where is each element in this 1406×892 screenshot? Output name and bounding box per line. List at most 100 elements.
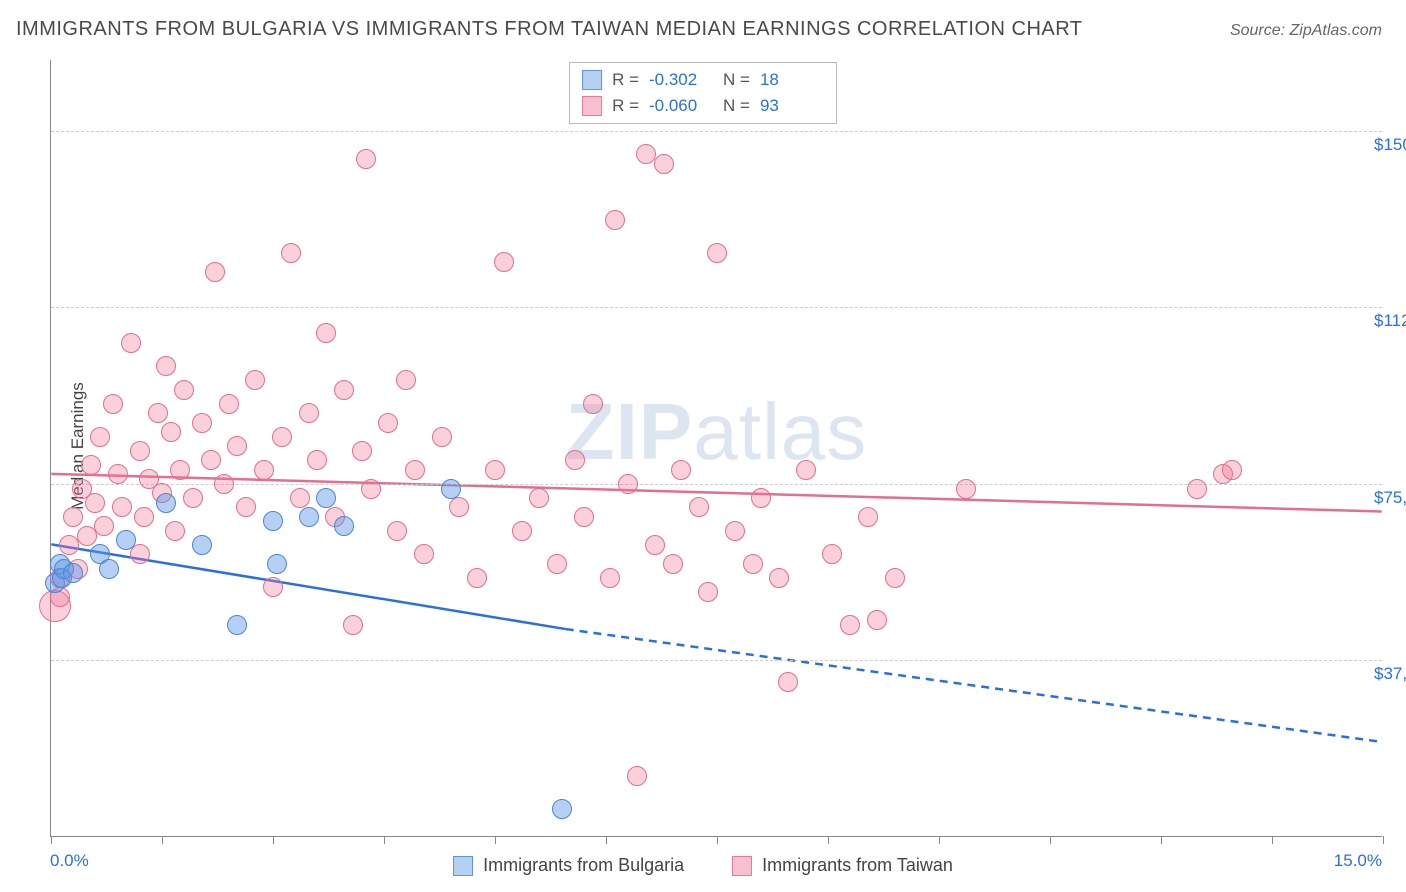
- data-point: [316, 488, 336, 508]
- data-point: [77, 526, 97, 546]
- source-attribution: Source: ZipAtlas.com: [1230, 22, 1382, 40]
- data-point: [352, 441, 372, 461]
- data-point: [689, 497, 709, 517]
- data-point: [263, 511, 283, 531]
- data-point: [698, 582, 718, 602]
- x-tick: [828, 836, 829, 844]
- data-point: [565, 450, 585, 470]
- data-point: [840, 615, 860, 635]
- data-point: [485, 460, 505, 480]
- data-point: [192, 413, 212, 433]
- data-point: [627, 766, 647, 786]
- data-point: [281, 243, 301, 263]
- data-point: [618, 474, 638, 494]
- data-point: [156, 356, 176, 376]
- data-point: [743, 554, 763, 574]
- data-point: [1222, 460, 1242, 480]
- data-point: [130, 441, 150, 461]
- data-point: [1187, 479, 1207, 499]
- x-tick: [1161, 836, 1162, 844]
- data-point: [81, 455, 101, 475]
- data-point: [494, 252, 514, 272]
- data-point: [600, 568, 620, 588]
- data-point: [449, 497, 469, 517]
- x-tick: [495, 836, 496, 844]
- data-point: [529, 488, 549, 508]
- data-point: [59, 535, 79, 555]
- data-point: [414, 544, 434, 564]
- data-point: [263, 577, 283, 597]
- x-tick: [384, 836, 385, 844]
- trendlines-svg: [51, 60, 1382, 836]
- x-tick: [717, 836, 718, 844]
- watermark: ZIPatlas: [566, 386, 867, 478]
- data-point: [378, 413, 398, 433]
- data-point: [174, 380, 194, 400]
- data-point: [227, 436, 247, 456]
- data-point: [769, 568, 789, 588]
- data-point: [663, 554, 683, 574]
- x-axis-max-label: 15.0%: [1334, 851, 1382, 871]
- data-point: [205, 262, 225, 282]
- x-tick: [606, 836, 607, 844]
- data-point: [219, 394, 239, 414]
- data-point: [796, 460, 816, 480]
- data-point: [227, 615, 247, 635]
- data-point: [272, 427, 292, 447]
- data-point: [307, 450, 327, 470]
- stats-row-taiwan: R = -0.060 N = 93: [582, 93, 824, 119]
- r-value-bulgaria: -0.302: [649, 70, 713, 90]
- data-point: [334, 380, 354, 400]
- data-point: [396, 370, 416, 390]
- chart-container: IMMIGRANTS FROM BULGARIA VS IMMIGRANTS F…: [0, 0, 1406, 892]
- swatch-bulgaria: [453, 856, 473, 876]
- y-tick-label: $112,500: [1374, 311, 1406, 331]
- legend-item-taiwan: Immigrants from Taiwan: [732, 855, 953, 876]
- swatch-taiwan: [732, 856, 752, 876]
- data-point: [778, 672, 798, 692]
- data-point: [574, 507, 594, 527]
- gridline-h: [51, 307, 1382, 308]
- data-point: [85, 493, 105, 513]
- data-point: [334, 516, 354, 536]
- data-point: [822, 544, 842, 564]
- data-point: [121, 333, 141, 353]
- data-point: [236, 497, 256, 517]
- data-point: [90, 427, 110, 447]
- data-point: [245, 370, 265, 390]
- data-point: [645, 535, 665, 555]
- legend-label-taiwan: Immigrants from Taiwan: [762, 855, 953, 876]
- data-point: [267, 554, 287, 574]
- data-point: [858, 507, 878, 527]
- data-point: [547, 554, 567, 574]
- data-point: [583, 394, 603, 414]
- gridline-h: [51, 131, 1382, 132]
- x-tick: [939, 836, 940, 844]
- data-point: [161, 422, 181, 442]
- data-point: [361, 479, 381, 499]
- data-point: [405, 460, 425, 480]
- x-tick: [51, 836, 52, 844]
- x-tick: [162, 836, 163, 844]
- data-point: [467, 568, 487, 588]
- stats-legend: R = -0.302 N = 18 R = -0.060 N = 93: [569, 62, 837, 124]
- data-point: [63, 563, 83, 583]
- data-point: [725, 521, 745, 541]
- data-point: [441, 479, 461, 499]
- data-point: [867, 610, 887, 630]
- data-point: [387, 521, 407, 541]
- x-tick: [1050, 836, 1051, 844]
- data-point: [290, 488, 310, 508]
- gridline-h: [51, 484, 1382, 485]
- data-point: [956, 479, 976, 499]
- data-point: [116, 530, 136, 550]
- data-point: [183, 488, 203, 508]
- data-point: [192, 535, 212, 555]
- gridline-h: [51, 660, 1382, 661]
- data-point: [432, 427, 452, 447]
- r-label: R =: [612, 96, 639, 116]
- data-point: [103, 394, 123, 414]
- data-point: [671, 460, 691, 480]
- x-tick: [273, 836, 274, 844]
- n-value-bulgaria: 18: [760, 70, 824, 90]
